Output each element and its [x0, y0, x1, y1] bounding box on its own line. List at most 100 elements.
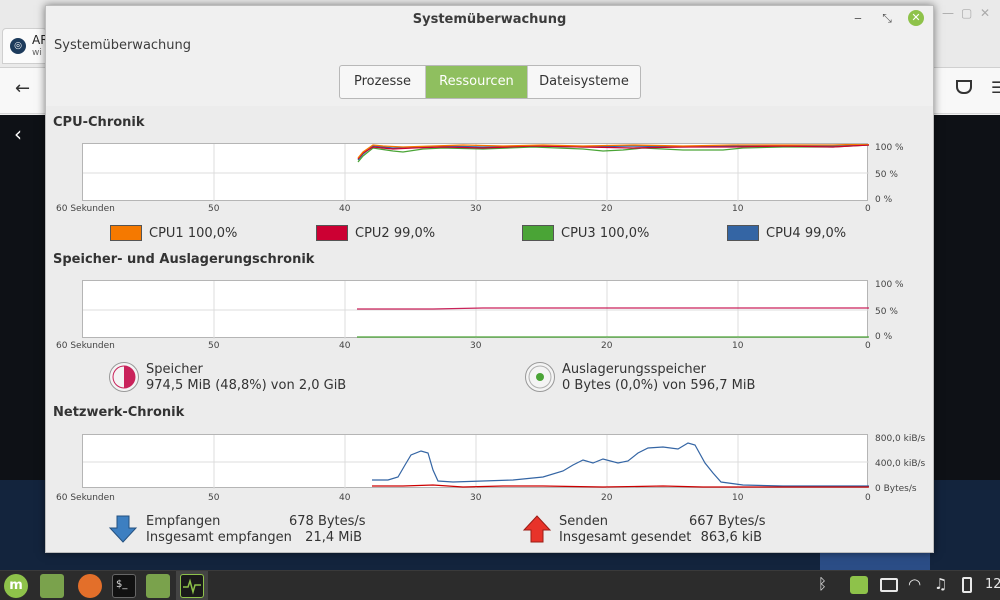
memory-x-label: 50 [208, 341, 220, 351]
bluetooth-icon[interactable]: ᛒ [818, 575, 828, 593]
cpu-x-label: 20 [601, 204, 613, 214]
hamburger-menu-icon[interactable]: ☰ [991, 78, 1000, 97]
browser-maximize-icon[interactable]: ▢ [961, 6, 973, 20]
memory-y-label: 50 % [875, 307, 898, 317]
upload-arrow-icon[interactable] [522, 514, 552, 544]
cpu1-legend: CPU1 100,0% [110, 225, 237, 241]
cpu-graph-svg [83, 144, 869, 202]
cpu4-legend: CPU4 99,0% [727, 225, 846, 241]
cpu-y-label: 0 % [875, 195, 893, 205]
network-x-label: 50 [208, 493, 220, 503]
window-titlebar[interactable]: Systemüberwachung ‒ ⤡ ✕ Systemüberwachun… [46, 6, 933, 106]
browser-minimize-icon[interactable]: — [942, 6, 954, 20]
memory-pie-svg [112, 365, 136, 389]
tab-processes[interactable]: Prozesse [340, 66, 426, 98]
received-label: Empfangen [146, 514, 221, 529]
back-arrow-icon[interactable]: ← [15, 78, 31, 99]
update-shield-icon[interactable] [850, 576, 868, 594]
tab-title: AR [32, 33, 49, 47]
terminal-icon[interactable]: $_ [112, 574, 136, 598]
cpu3-name: CPU3 [561, 225, 596, 241]
battery-icon[interactable] [962, 577, 972, 593]
clock[interactable]: 12 [985, 577, 1000, 592]
sent-label: Senden [559, 514, 608, 529]
cpu3-value: 100,0% [599, 225, 650, 241]
system-monitor-icon[interactable] [180, 574, 204, 598]
network-x-label: 10 [732, 493, 744, 503]
sent-label-block: Senden Insgesamt gesendet [559, 514, 691, 546]
received-values: 678 Bytes/s 21,4 MiB [289, 514, 366, 546]
cpu2-legend: CPU2 99,0% [316, 225, 435, 241]
memory-pie-icon[interactable] [109, 362, 139, 392]
cpu-section-title: CPU-Chronik [53, 115, 145, 130]
firefox-icon[interactable] [78, 574, 102, 598]
cpu3-color-button[interactable] [522, 225, 554, 241]
sent-total: 863,6 kiB [700, 530, 762, 545]
show-desktop-icon[interactable] [40, 574, 64, 598]
tab-filesystems[interactable]: Dateisysteme [539, 74, 629, 89]
pocket-icon[interactable] [956, 80, 972, 94]
network-y-label: 400,0 kiB/s [875, 459, 926, 469]
swap-info: Auslagerungsspeicher 0 Bytes (0,0%) von … [562, 362, 755, 394]
sound-icon[interactable]: ♫ [934, 575, 948, 593]
mint-menu-icon[interactable]: m [4, 574, 28, 598]
cpu4-color-button[interactable] [727, 225, 759, 241]
network-graph-svg [83, 435, 869, 489]
memory-section-title: Speicher- und Auslagerungschronik [53, 252, 315, 267]
network-graph [82, 434, 869, 489]
cpu2-color-button[interactable] [316, 225, 348, 241]
cpu1-name: CPU1 [149, 225, 184, 241]
cpu-x-label: 50 [208, 204, 220, 214]
close-button[interactable]: ✕ [908, 10, 924, 26]
received-total-label: Insgesamt empfangen [146, 530, 292, 545]
cpu-x-label: 0 [865, 204, 871, 214]
cpu2-value: 99,0% [393, 225, 436, 241]
system-monitor-glyph [183, 578, 201, 595]
view-tabs: Prozesse Ressourcen Dateisysteme [339, 65, 641, 99]
network-x-label: 0 [865, 493, 871, 503]
memory-y-label: 0 % [875, 332, 893, 342]
cpu-y-label: 50 % [875, 170, 898, 180]
memory-x-label: 0 [865, 341, 871, 351]
memory-info: Speicher 974,5 MiB (48,8%) von 2,0 GiB [146, 362, 346, 394]
received-rate: 678 Bytes/s [289, 514, 366, 529]
minimize-button[interactable]: ‒ [854, 11, 862, 25]
swap-label: Auslagerungsspeicher [562, 362, 706, 377]
taskbar: m $_ ᛒ ◠ ♫ 12 [0, 570, 1000, 600]
browser-tab[interactable]: ◎ AR wi [2, 28, 49, 64]
cpu4-value: 99,0% [804, 225, 847, 241]
sent-values: 667 Bytes/s 863,6 kiB [689, 514, 766, 546]
memory-graph-svg [83, 281, 869, 339]
swap-value: 0 Bytes (0,0%) von 596,7 MiB [562, 378, 756, 393]
swap-pie-icon[interactable] [525, 362, 555, 392]
memory-x-label: 30 [470, 341, 482, 351]
display-icon[interactable] [880, 578, 898, 592]
window-title: Systemüberwachung [412, 12, 567, 27]
memory-y-label: 100 % [875, 280, 904, 290]
cpu3-legend: CPU3 100,0% [522, 225, 649, 241]
tab-resources[interactable]: Ressourcen [426, 66, 528, 98]
browser-close-icon[interactable]: ✕ [980, 6, 991, 20]
download-arrow-icon[interactable] [108, 514, 138, 544]
cpu2-name: CPU2 [355, 225, 390, 241]
network-y-label: 800,0 kiB/s [875, 434, 926, 444]
wifi-icon[interactable]: ◠ [908, 575, 922, 593]
sent-total-label: Insgesamt gesendet [559, 530, 692, 545]
cpu-y-label: 100 % [875, 143, 904, 153]
network-x-label: 40 [339, 493, 351, 503]
app-subtitle: Systemüberwachung [54, 38, 192, 53]
webpage-blue-panel [820, 553, 930, 570]
swap-pie-svg [528, 365, 552, 389]
network-x-label: 60 Sekunden [56, 493, 115, 503]
cpu1-color-button[interactable] [110, 225, 142, 241]
memory-x-label: 20 [601, 341, 613, 351]
files-folder-icon[interactable] [146, 574, 170, 598]
maximize-button[interactable]: ⤡ [882, 11, 892, 25]
received-total: 21,4 MiB [305, 530, 362, 545]
tab-subtitle: wi [32, 48, 42, 58]
chevron-left-icon[interactable]: ‹ [14, 122, 22, 146]
cpu-x-label: 60 Sekunden [56, 204, 115, 214]
network-y-label: 0 Bytes/s [875, 484, 917, 494]
tab-favicon-icon: ◎ [10, 38, 26, 54]
network-x-label: 20 [601, 493, 613, 503]
